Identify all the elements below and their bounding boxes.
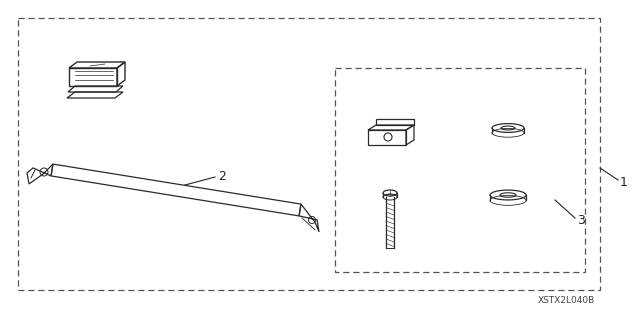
- Text: 3: 3: [577, 213, 585, 226]
- Text: 2: 2: [218, 169, 226, 182]
- Text: 1: 1: [620, 175, 628, 189]
- Text: XSTX2L040B: XSTX2L040B: [538, 296, 595, 305]
